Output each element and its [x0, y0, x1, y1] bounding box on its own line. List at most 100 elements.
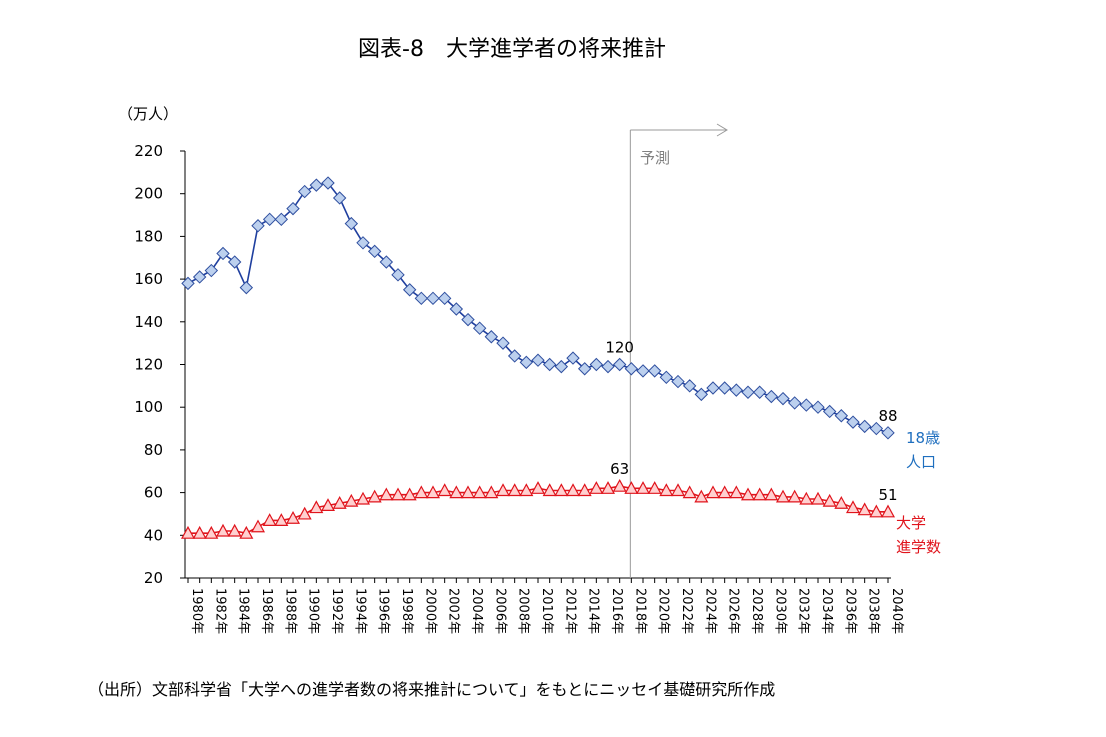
data-point [309, 500, 324, 514]
x-tick-label: 1984年 [236, 588, 251, 634]
data-point [250, 519, 266, 533]
data-point [811, 400, 825, 414]
data-point [810, 491, 826, 505]
forecast-marker: 予測 [629, 123, 728, 578]
data-point [216, 246, 230, 261]
forecast-label: 予測 [640, 149, 670, 167]
data-point [624, 362, 639, 376]
data-point [484, 330, 499, 344]
x-tick-label: 2012年 [562, 588, 577, 634]
data-point [425, 485, 441, 499]
data-point [402, 487, 417, 501]
data-point [192, 525, 207, 539]
x-tick-label: 2008年 [516, 588, 531, 634]
data-point [542, 357, 557, 372]
x-tick-label: 2018年 [632, 588, 647, 634]
data-point [834, 409, 849, 423]
data-point [636, 364, 650, 378]
legend-label-0: 人口 [906, 453, 936, 471]
data-point [297, 506, 312, 520]
x-tick-label: 2032年 [796, 588, 811, 634]
data-point [519, 355, 534, 370]
data-point [705, 485, 721, 499]
data-point [717, 381, 732, 395]
data-point [565, 483, 581, 497]
data-point [881, 426, 895, 440]
data-point [846, 415, 860, 429]
data-point [589, 357, 604, 372]
data-point [367, 489, 382, 503]
data-point [729, 383, 744, 397]
legend-label-1: 大学 [896, 514, 926, 532]
data-point [635, 481, 651, 494]
data-point [332, 191, 347, 205]
data-point [449, 302, 464, 316]
data-point [227, 523, 242, 537]
data-point [227, 255, 242, 269]
data-point [554, 483, 569, 497]
y-tick-label: 100 [134, 398, 163, 416]
x-tick-label: 2020年 [656, 588, 671, 634]
data-point [659, 370, 674, 385]
y-tick-label: 220 [134, 142, 163, 160]
data-point [239, 525, 254, 539]
data-point [402, 283, 417, 297]
data-point [285, 510, 301, 524]
data-point [251, 219, 265, 233]
data-point [682, 485, 697, 499]
data-point [869, 421, 884, 436]
x-tick-label: 1982年 [212, 588, 227, 634]
forecast-arrow-head [716, 123, 728, 137]
y-tick-label: 20 [144, 569, 163, 587]
x-tick-label: 1980年 [189, 588, 204, 634]
data-point [682, 379, 697, 393]
data-point [507, 483, 522, 497]
data-point [262, 513, 277, 526]
data-point [752, 385, 767, 399]
data-point [752, 487, 767, 501]
data-point [204, 263, 219, 278]
data-point [437, 483, 452, 497]
data-point [671, 374, 685, 389]
data-point [775, 489, 791, 503]
x-tick-label: 2014年 [586, 588, 601, 634]
x-tick-label: 1996年 [376, 588, 391, 634]
data-point [192, 270, 207, 284]
axes: 20 40 60 80 100 120 140 160 180 200 220 1980年 1982年 1… [134, 142, 904, 634]
data-point [332, 496, 347, 509]
data-label: 120 [605, 339, 634, 357]
x-tick-label: 1992年 [329, 588, 344, 634]
data-point [496, 336, 510, 350]
data-point [215, 523, 231, 537]
data-point [181, 276, 195, 291]
data-point [741, 385, 755, 399]
data-point [320, 498, 336, 512]
data-point [507, 349, 522, 363]
data-point [531, 353, 545, 367]
data-label: 51 [878, 486, 897, 504]
data-point [799, 491, 814, 505]
data-point [799, 398, 814, 412]
data-point [414, 485, 429, 499]
y-tick-label: 180 [134, 227, 163, 245]
data-point [694, 387, 709, 402]
data-point [274, 513, 289, 526]
x-tick-label: 2026年 [726, 588, 741, 634]
data-point [601, 359, 615, 374]
data-point [612, 357, 627, 372]
x-tick-label: 2038年 [866, 588, 881, 634]
series-1: 63 51 [180, 460, 898, 539]
data-point [297, 184, 312, 199]
data-point [460, 485, 476, 499]
data-point [390, 487, 406, 501]
data-point [659, 483, 674, 497]
y-tick-label: 40 [144, 526, 163, 544]
data-point [239, 280, 254, 295]
data-point [787, 396, 802, 410]
data-point [204, 525, 219, 539]
x-tick-label: 2006年 [492, 588, 507, 634]
data-point [426, 291, 440, 306]
data-point [274, 212, 289, 227]
data-point [589, 481, 604, 494]
x-tick-label: 2028年 [749, 588, 764, 634]
